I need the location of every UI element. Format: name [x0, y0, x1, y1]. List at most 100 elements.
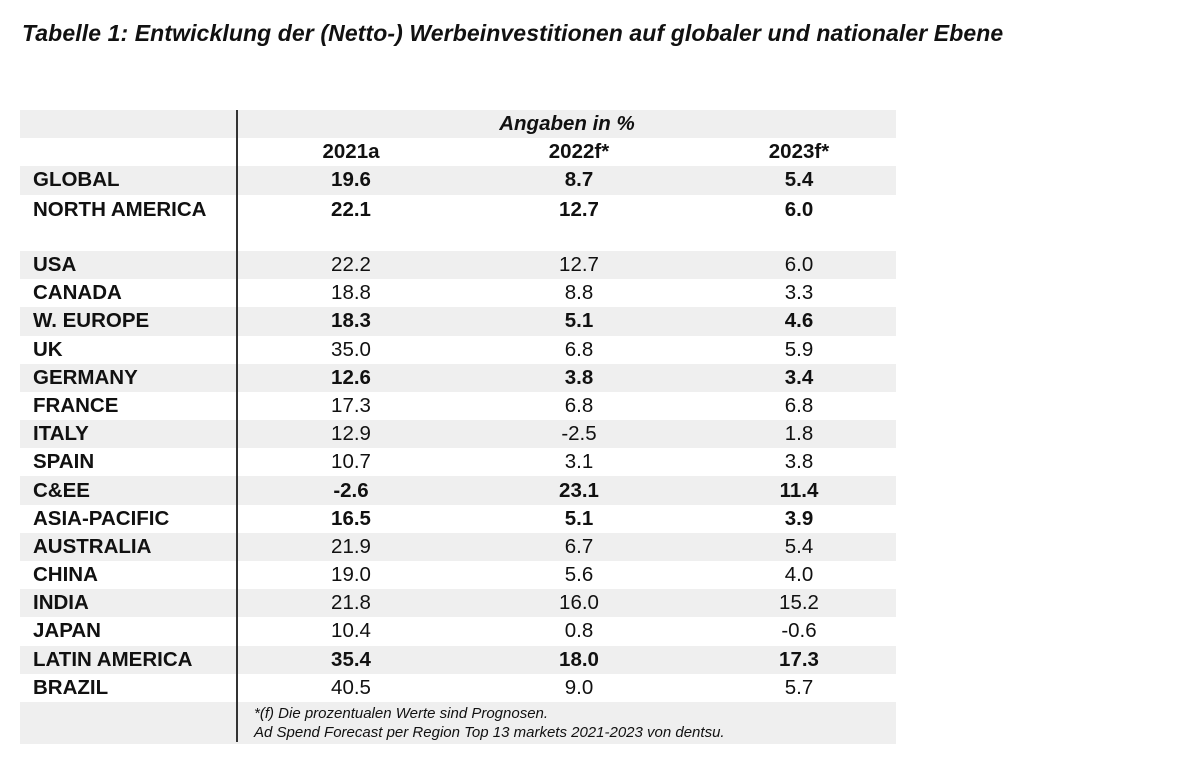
value-2021: 40.5 — [331, 675, 371, 699]
region-label: C&EE — [33, 478, 90, 502]
region-label: NORTH AMERICA — [33, 197, 207, 221]
value-2022: 9.0 — [564, 675, 594, 699]
value-2023: -0.6 — [781, 619, 817, 643]
region-label: CHINA — [33, 563, 98, 587]
value-2023: 3.4 — [784, 365, 814, 389]
value-2023: 4.6 — [784, 309, 814, 333]
region-label: GLOBAL — [33, 168, 120, 192]
table-row: ASIA-PACIFIC 16.5 5.1 3.9 — [20, 505, 896, 533]
value-2021: 10.4 — [331, 619, 371, 643]
region-label: BRAZIL — [33, 675, 109, 699]
value-2022: 5.1 — [564, 309, 594, 333]
col-header-2021: 2021a — [322, 140, 380, 164]
value-2023: 5.7 — [784, 675, 814, 699]
value-2021: 21.9 — [331, 534, 371, 558]
table-row: JAPAN 10.4 0.8 -0.6 — [20, 617, 896, 645]
table-row: UK 35.0 6.8 5.9 — [20, 336, 896, 364]
value-2021: 16.5 — [331, 506, 371, 530]
value-2022: 12.7 — [559, 197, 599, 221]
region-label: AUSTRALIA — [33, 534, 152, 558]
value-2021: 35.0 — [331, 337, 371, 361]
value-2021: 18.3 — [331, 309, 371, 333]
value-2022: 6.7 — [564, 534, 594, 558]
value-2023: 5.4 — [784, 168, 814, 192]
table-row: CHINA 19.0 5.6 4.0 — [20, 561, 896, 589]
value-2022: 3.1 — [564, 450, 594, 474]
region-label: JAPAN — [33, 619, 101, 643]
value-2022: 8.7 — [564, 168, 594, 192]
value-2022: 5.1 — [564, 506, 594, 530]
value-2023: 4.0 — [784, 563, 814, 587]
table-row: ITALY 12.9 -2.5 1.8 — [20, 420, 896, 449]
value-2022: 8.8 — [564, 281, 594, 305]
table-row: C&EE -2.6 23.1 11.4 — [20, 476, 896, 505]
table-title: Tabelle 1: Entwicklung der (Netto-) Werb… — [22, 20, 1004, 46]
value-2023: 1.8 — [784, 422, 814, 446]
value-2023: 15.2 — [779, 591, 819, 615]
value-2022: 23.1 — [559, 478, 599, 502]
value-2022: 16.0 — [559, 591, 599, 615]
region-label: UK — [33, 337, 63, 361]
value-2023: 5.4 — [784, 534, 814, 558]
value-2021: 35.4 — [331, 647, 371, 671]
footnote-source: Ad Spend Forecast per Region Top 13 mark… — [254, 723, 725, 741]
value-2023: 3.3 — [784, 281, 814, 305]
table-row: FRANCE 17.3 6.8 6.8 — [20, 392, 896, 420]
region-label: FRANCE — [33, 393, 119, 417]
table-row: AUSTRALIA 21.9 6.7 5.4 — [20, 532, 896, 562]
table-row: CANADA 18.8 8.8 3.3 — [20, 279, 896, 307]
data-table: Angaben in % 2021a 2022f* 2023f* GLOBAL … — [20, 110, 896, 744]
col-header-2023: 2023f* — [768, 140, 830, 164]
region-label: INDIA — [33, 591, 89, 615]
value-2023: 3.8 — [784, 450, 814, 474]
value-2021: -2.6 — [333, 478, 369, 502]
value-2023: 11.4 — [779, 478, 819, 502]
value-2022: 6.8 — [564, 337, 594, 361]
table-row: LATIN AMERICA 35.4 18.0 17.3 — [20, 645, 896, 674]
value-2022: 6.8 — [564, 393, 594, 417]
table-row: W. EUROPE 18.3 5.1 4.6 — [20, 307, 896, 336]
value-2021: 19.6 — [331, 168, 371, 192]
value-2021: 22.1 — [331, 197, 371, 221]
table-row: SPAIN 10.7 3.1 3.8 — [20, 448, 896, 476]
value-2021: 12.9 — [331, 422, 371, 446]
column-header-row: 2021a 2022f* 2023f* — [20, 138, 896, 166]
region-label: CANADA — [33, 281, 122, 305]
value-2022: 3.8 — [564, 365, 594, 389]
value-2021: 21.8 — [331, 591, 371, 615]
col-header-2022: 2022f* — [548, 140, 610, 164]
value-2021: 18.8 — [331, 281, 371, 305]
value-2023: 17.3 — [779, 647, 819, 671]
value-2022: -2.5 — [561, 422, 597, 446]
table-row: BRAZIL 40.5 9.0 5.7 — [20, 674, 896, 702]
region-label: W. EUROPE — [33, 309, 150, 333]
table-row: INDIA 21.8 16.0 15.2 — [20, 589, 896, 618]
table-row: USA 22.2 12.7 6.0 — [20, 250, 896, 280]
value-2021: 17.3 — [331, 393, 371, 417]
value-2021: 10.7 — [331, 450, 371, 474]
value-2021: 12.6 — [331, 365, 371, 389]
value-2023: 5.9 — [784, 337, 814, 361]
value-2022: 12.7 — [559, 253, 599, 277]
table-row: GLOBAL 19.6 8.7 5.4 — [20, 166, 896, 195]
value-2021: 19.0 — [331, 563, 371, 587]
value-2023: 6.0 — [784, 197, 814, 221]
region-label: LATIN AMERICA — [33, 647, 193, 671]
column-divider — [236, 110, 238, 742]
value-2021: 22.2 — [331, 253, 371, 277]
value-2023: 6.8 — [784, 393, 814, 417]
region-label: ITALY — [33, 422, 89, 446]
unit-header-row: Angaben in % — [20, 110, 896, 139]
value-2022: 0.8 — [564, 619, 594, 643]
table-row: NORTH AMERICA 22.1 12.7 6.0 — [20, 195, 896, 251]
value-2023: 6.0 — [784, 253, 814, 277]
value-2023: 3.9 — [784, 506, 814, 530]
footnote-row: *(f) Die prozentualen Werte sind Prognos… — [20, 701, 896, 744]
unit-label: Angaben in % — [499, 112, 635, 136]
value-2022: 5.6 — [564, 563, 594, 587]
footnote-forecast: *(f) Die prozentualen Werte sind Prognos… — [254, 704, 549, 722]
table-row: GERMANY 12.6 3.8 3.4 — [20, 363, 896, 392]
region-label: USA — [33, 253, 77, 277]
region-label: SPAIN — [33, 450, 95, 474]
region-label: ASIA-PACIFIC — [33, 506, 170, 530]
